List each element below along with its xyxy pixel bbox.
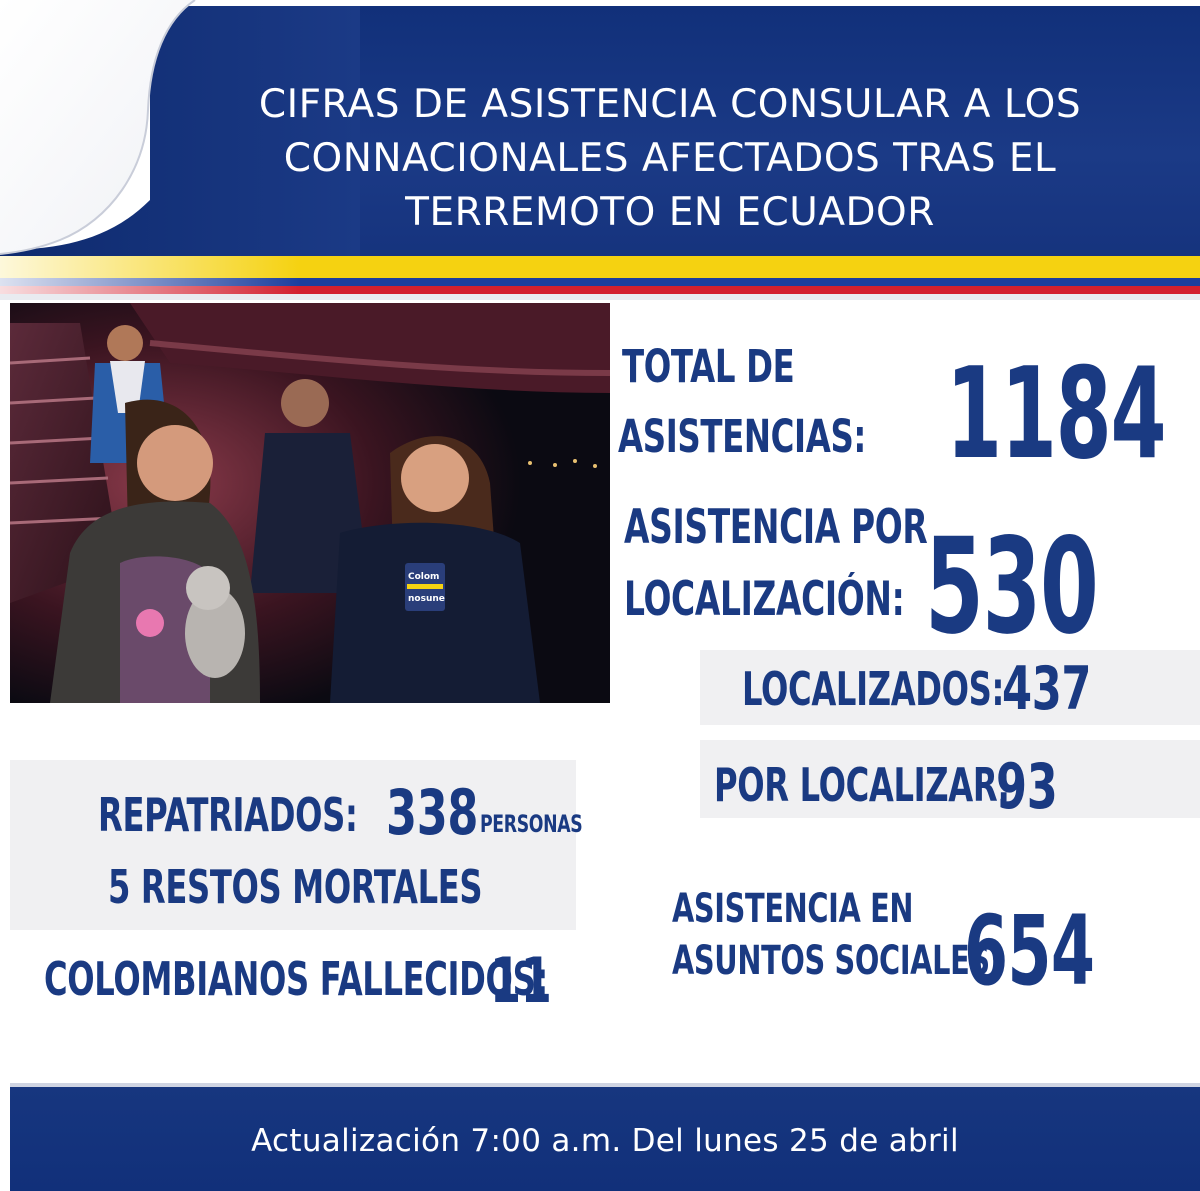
fallecidos-value: 11 (490, 944, 552, 1017)
footer-band: Actualización 7:00 a.m. Del lunes 25 de … (10, 1083, 1200, 1191)
total-value: 1184 (946, 340, 1167, 487)
repatriados-label: REPATRIADOS: (98, 788, 358, 842)
repatriados-panel (10, 760, 576, 930)
repatriados-value: 338 (386, 776, 479, 849)
title-line-1: CIFRAS DE ASISTENCIA CONSULAR A LOS (258, 82, 1082, 127)
localizados-value: 437 (1002, 654, 1092, 724)
photo: Colom nosune (10, 303, 610, 703)
repatriados-unit: PERSONAS (480, 810, 583, 838)
sociales-label-line-2: ASUNTOS SOCIALES: (672, 938, 1001, 984)
por-localizar-value: 93 (996, 750, 1058, 823)
restos-mortales: 5 RESTOS MORTALES (108, 860, 483, 914)
page-title: CIFRAS DE ASISTENCIA CONSULAR A LOS CONN… (190, 78, 1150, 240)
localizados-label: LOCALIZADOS: (742, 662, 1005, 716)
svg-text:nosune: nosune (408, 594, 445, 604)
por-localizar-panel (700, 740, 1200, 818)
colombia-flag-stripes (0, 256, 1200, 300)
localizacion-label-line-1: ASISTENCIA POR (624, 500, 928, 555)
por-localizar-label: POR LOCALIZAR: (714, 758, 1010, 812)
update-timestamp: Actualización 7:00 a.m. Del lunes 25 de … (251, 1123, 959, 1159)
title-line-2: CONNACIONALES AFECTADOS TRAS EL (283, 136, 1057, 181)
svg-text:Colom: Colom (408, 572, 439, 582)
total-label-line-1: TOTAL DE (622, 340, 795, 393)
localizacion-value: 530 (925, 510, 1099, 664)
photo-people-airport-arrival-icon: Colom nosune (10, 303, 610, 703)
total-label-line-2: ASISTENCIAS: (618, 410, 867, 463)
localizados-panel (700, 650, 1200, 725)
sociales-label-line-1: ASISTENCIA EN (672, 886, 914, 932)
title-line-3: TERREMOTO EN ECUADOR (405, 190, 935, 235)
localizacion-label-line-2: LOCALIZACIÓN: (624, 572, 905, 627)
sociales-value: 654 (964, 895, 1095, 1007)
fallecidos-label: COLOMBIANOS FALLECIDOS: (44, 952, 548, 1006)
page-curl-decoration (0, 0, 360, 276)
